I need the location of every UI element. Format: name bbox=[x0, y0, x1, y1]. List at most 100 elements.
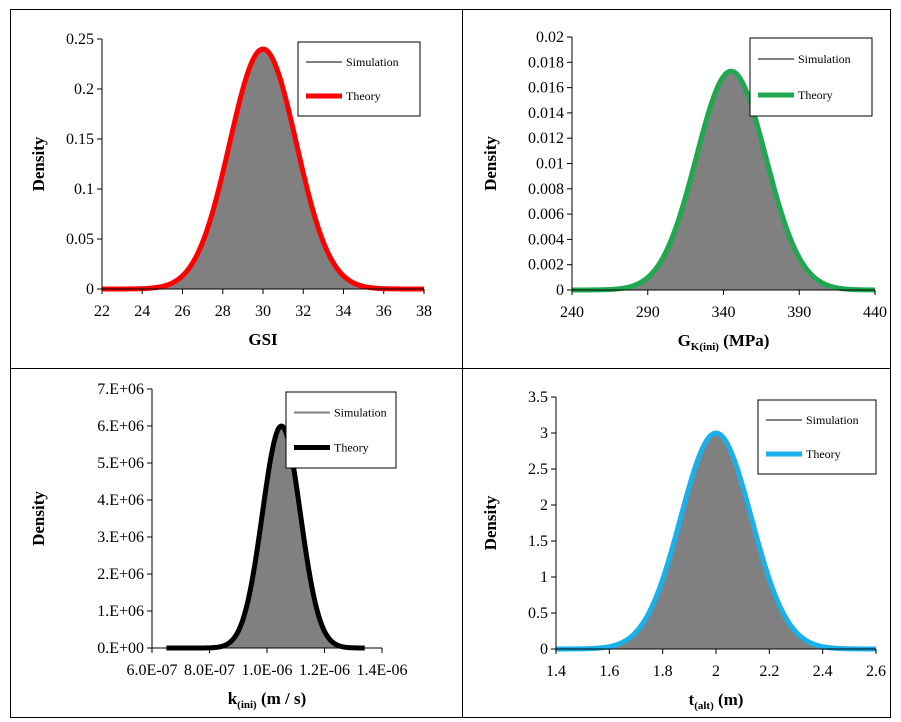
y-tick-label: 0 bbox=[540, 641, 548, 658]
x-tick-label: 440 bbox=[863, 304, 887, 321]
legend-label-simulation: Simulation bbox=[806, 413, 859, 427]
x-axis-title: k(ini) (m / s) bbox=[228, 689, 307, 711]
simulation-area bbox=[166, 426, 365, 648]
y-tick-label: 7.E+06 bbox=[97, 381, 144, 398]
x-tick-label: 28 bbox=[215, 303, 231, 320]
x-axis-title-subscript: (alt) bbox=[694, 700, 714, 712]
y-tick-label: 6.E+06 bbox=[97, 418, 144, 435]
y-axis-title: Density bbox=[29, 491, 48, 546]
x-tick-label: 2.2 bbox=[759, 663, 779, 680]
legend-label-simulation: Simulation bbox=[346, 55, 399, 69]
grid-border-bottom bbox=[10, 717, 891, 718]
chart-svg: 0 0.002 0.004 0.006 0.008 0.01 0.012 0.014 0.016… bbox=[481, 29, 887, 353]
y-tick-label: 0.25 bbox=[66, 31, 94, 48]
x-axis-title: GK(ini) (MPa) bbox=[678, 331, 770, 353]
theory-line bbox=[571, 68, 876, 293]
legend-frame bbox=[757, 399, 877, 475]
x-tick-label: 2.4 bbox=[813, 663, 833, 680]
x-tick-label: 1.4 bbox=[546, 663, 566, 680]
x-tick-label: 22 bbox=[94, 303, 110, 320]
chart-panel-k: 0.E+00 1.E+06 2.E+06 3.E+06 4.E+06 5.E+06 6.E+… bbox=[18, 372, 454, 714]
x-tick-label: 1.2E-06 bbox=[299, 662, 350, 679]
legend-label-theory: Theory bbox=[806, 447, 841, 461]
x-axis-title-unit: (m) bbox=[714, 690, 744, 709]
chart-panel-gk: 0 0.002 0.004 0.006 0.008 0.01 0.012 0.014 0.016… bbox=[470, 12, 887, 360]
x-tick-label: 340 bbox=[712, 304, 736, 321]
chart-svg: 0 0.05 0.1 0.15 0.2 0.25 22 24 26 28 30 32 34 36 38 GSI… bbox=[29, 31, 432, 349]
legend-frame bbox=[749, 37, 873, 117]
legend-frame bbox=[297, 41, 421, 117]
y-tick-label: 0.05 bbox=[66, 231, 94, 248]
x-tick-label: 2.6 bbox=[866, 663, 886, 680]
x-axis-title-unit: (m / s) bbox=[257, 689, 307, 708]
y-axis-title: Density bbox=[481, 136, 500, 191]
x-tick-label: 1.0E-06 bbox=[241, 662, 292, 679]
simulation-area bbox=[572, 71, 875, 290]
x-tick-label: 1.4E-06 bbox=[356, 662, 407, 679]
legend: Simulation Theory bbox=[297, 41, 421, 117]
y-axis-title: Density bbox=[481, 495, 500, 550]
y-tick-label: 0 bbox=[556, 282, 564, 299]
y-tick-label: 0.02 bbox=[536, 29, 564, 46]
y-axis-title: Density bbox=[29, 136, 48, 191]
x-axis-title-main: G bbox=[678, 331, 691, 350]
x-axis-title-unit: (MPa) bbox=[719, 331, 770, 350]
chart-panel-gsi: 0 0.05 0.1 0.15 0.2 0.25 22 24 26 28 30 32 34 36 38 GSI… bbox=[18, 12, 454, 360]
grid-border-top bbox=[10, 9, 891, 10]
legend-frame bbox=[285, 391, 397, 469]
legend-label-theory: Theory bbox=[334, 440, 369, 454]
simulation-area bbox=[556, 433, 876, 649]
x-tick-label: 6.0E-07 bbox=[126, 662, 177, 679]
y-tick-label: 1.E+06 bbox=[97, 603, 144, 620]
y-tick-label: 0.5 bbox=[528, 605, 548, 622]
x-tick-label: 30 bbox=[255, 303, 271, 320]
grid-border-center bbox=[462, 9, 463, 718]
legend: Simulation Theory bbox=[749, 37, 873, 117]
theory-line bbox=[555, 430, 877, 652]
legend-label-simulation: Simulation bbox=[334, 406, 387, 420]
y-tick-label: 0.016 bbox=[528, 80, 564, 97]
legend: Simulation Theory bbox=[285, 391, 397, 469]
theory-line bbox=[101, 46, 425, 292]
x-axis-title-main: GSI bbox=[248, 330, 278, 349]
chart-svg: 0 0.5 1 1.5 2 2.5 3 3.5 1.4 1.6 1.8 2 2.2 2.4 2.6 t(alt… bbox=[481, 389, 886, 712]
y-tick-label: 4.E+06 bbox=[97, 492, 144, 509]
x-tick-label: 8.0E-07 bbox=[184, 662, 235, 679]
x-axis-title-subscript: (ini) bbox=[237, 699, 257, 711]
x-tick-label: 240 bbox=[560, 304, 584, 321]
y-tick-label: 0.E+00 bbox=[97, 640, 144, 657]
x-tick-label: 38 bbox=[416, 303, 432, 320]
x-tick-label: 24 bbox=[134, 303, 150, 320]
legend-label-simulation: Simulation bbox=[798, 52, 851, 66]
chart-svg: 0.E+00 1.E+06 2.E+06 3.E+06 4.E+06 5.E+06 6.E+… bbox=[29, 381, 408, 711]
grid-border-left bbox=[10, 9, 11, 718]
y-tick-label: 0.2 bbox=[74, 81, 94, 98]
x-tick-label: 36 bbox=[376, 303, 392, 320]
y-tick-label: 3.5 bbox=[528, 389, 548, 406]
x-tick-label: 26 bbox=[175, 303, 191, 320]
legend: Simulation Theory bbox=[757, 399, 877, 475]
y-tick-label: 1.5 bbox=[528, 533, 548, 550]
y-tick-label: 0.008 bbox=[528, 181, 564, 198]
y-tick-label: 0.014 bbox=[528, 105, 564, 122]
y-tick-label: 0.012 bbox=[528, 130, 564, 147]
y-tick-label: 0.006 bbox=[528, 206, 564, 223]
y-tick-label: 0.01 bbox=[536, 156, 564, 173]
y-tick-label: 0 bbox=[86, 281, 94, 298]
x-axis-title-main: k bbox=[228, 689, 238, 708]
y-tick-label: 2 bbox=[540, 497, 548, 514]
x-axis-title: t(alt) (m) bbox=[689, 690, 744, 712]
y-tick-label: 0.002 bbox=[528, 257, 564, 274]
y-tick-label: 5.E+06 bbox=[97, 455, 144, 472]
x-tick-label: 290 bbox=[636, 304, 660, 321]
grid-border-middle bbox=[10, 368, 891, 369]
y-tick-label: 2.E+06 bbox=[97, 566, 144, 583]
x-axis-title-main: t bbox=[689, 690, 695, 709]
y-tick-label: 3 bbox=[540, 425, 548, 442]
grid-border-right bbox=[890, 9, 891, 718]
y-tick-label: 0.018 bbox=[528, 54, 564, 71]
y-tick-label: 1 bbox=[540, 569, 548, 586]
x-tick-label: 32 bbox=[295, 303, 311, 320]
x-axis-title-subscript: K(ini) bbox=[691, 341, 719, 353]
x-tick-label: 1.6 bbox=[599, 663, 619, 680]
